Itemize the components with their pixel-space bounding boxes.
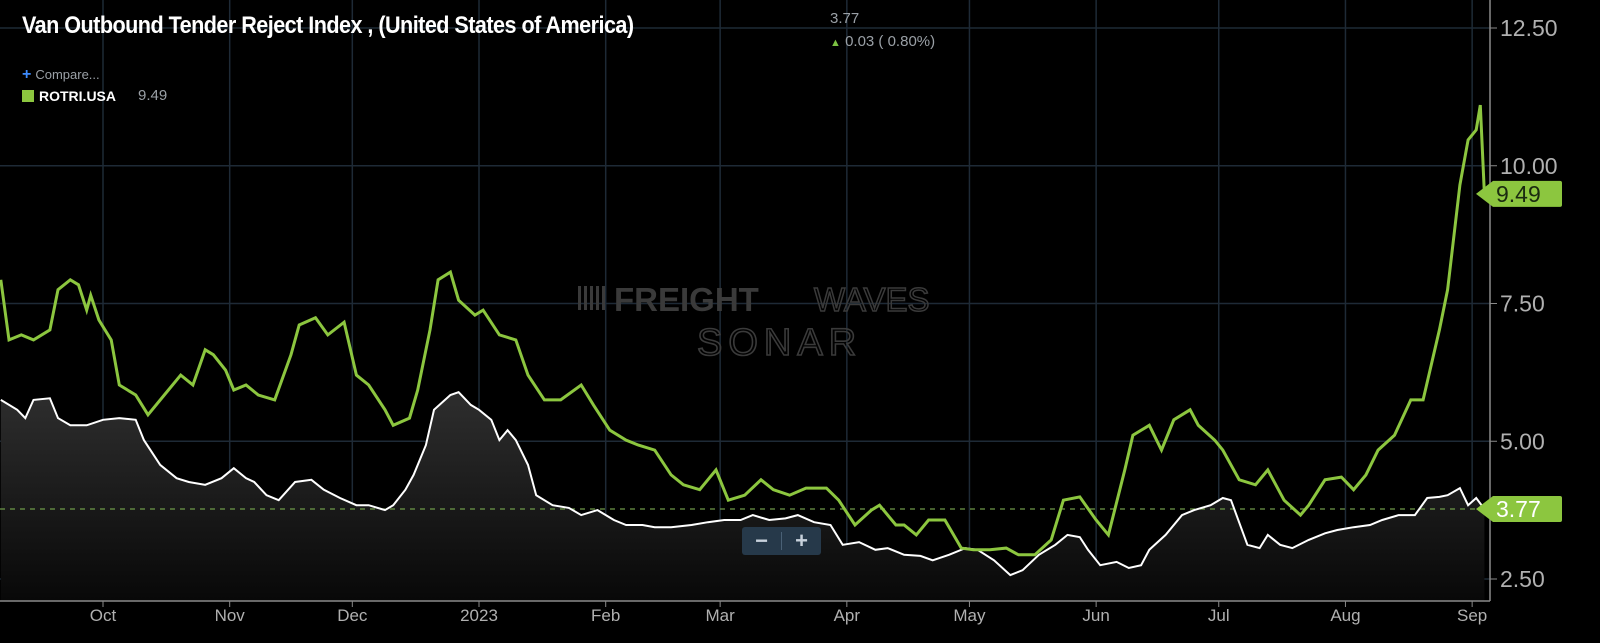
y-tick-label: 2.50: [1500, 566, 1545, 592]
legend-swatch: [22, 89, 34, 102]
x-tick-label: Jun: [1082, 606, 1109, 625]
rotri-series-line: [0, 104, 1486, 557]
x-tick-label: Aug: [1330, 606, 1360, 625]
change-text: 0.03 ( 0.80%): [845, 33, 936, 50]
legend-item-rotri[interactable]: ROTRI.USA 9.49: [22, 87, 167, 104]
y-tick-label: 7.50: [1500, 291, 1545, 317]
watermark-waves: WAVES: [814, 281, 930, 318]
divider: [781, 532, 782, 550]
x-tick-label: May: [953, 606, 986, 625]
x-axis: Oct Nov Dec 2023 Feb Mar Apr May Jun Jul Aug Sep: [90, 601, 1487, 625]
last-value-labels: 9.49 3.77: [1476, 180, 1562, 523]
last-value-label: 9.49: [1496, 181, 1541, 207]
watermark: FREIGHT WAVES SONAR: [578, 280, 930, 365]
zoom-controls: − +: [742, 527, 821, 555]
chart-title: Van Outbound Tender Reject Index , (Unit…: [22, 12, 634, 39]
freightwaves-logo-icon: [578, 286, 605, 310]
x-tick-label: Apr: [834, 606, 861, 625]
x-tick-label: Feb: [591, 606, 620, 625]
x-tick-label: Dec: [337, 606, 368, 625]
y-tick-label: 5.00: [1500, 428, 1545, 454]
compare-button[interactable]: + Compare...: [22, 66, 100, 84]
y-tick-label: 12.50: [1500, 15, 1558, 41]
x-tick-label: Oct: [90, 606, 117, 625]
zoom-in-button[interactable]: +: [795, 528, 808, 553]
legend-series-value: 9.49: [138, 87, 168, 104]
watermark-sonar: SONAR: [697, 322, 862, 364]
zoom-out-button[interactable]: −: [755, 528, 768, 553]
main-series-area: [0, 392, 1485, 601]
last-value-label: 3.77: [1496, 496, 1541, 522]
plus-icon: +: [22, 66, 32, 83]
last-value: 3.77: [830, 10, 860, 27]
compare-label: Compare...: [35, 67, 100, 82]
x-tick-label: Mar: [705, 606, 735, 625]
change-value: ▲ 0.03 ( 0.80%): [830, 33, 935, 50]
x-tick-label: Nov: [215, 606, 246, 625]
last-value-label-bg: [1476, 180, 1562, 207]
y-axis: 12.50 10.00 7.50 5.00 2.50: [1490, 15, 1558, 592]
arrow-up-icon: ▲: [830, 37, 841, 49]
watermark-freight: FREIGHT: [614, 281, 759, 318]
last-value-label-bg: [1476, 496, 1562, 523]
main-series-line: [0, 391, 1486, 577]
legend-series-name: ROTRI.USA: [39, 87, 116, 104]
x-tick-label: 2023: [460, 606, 498, 625]
x-tick-label: Jul: [1208, 606, 1230, 625]
y-tick-label: 10.00: [1500, 153, 1558, 179]
x-tick-label: Sep: [1457, 606, 1487, 625]
